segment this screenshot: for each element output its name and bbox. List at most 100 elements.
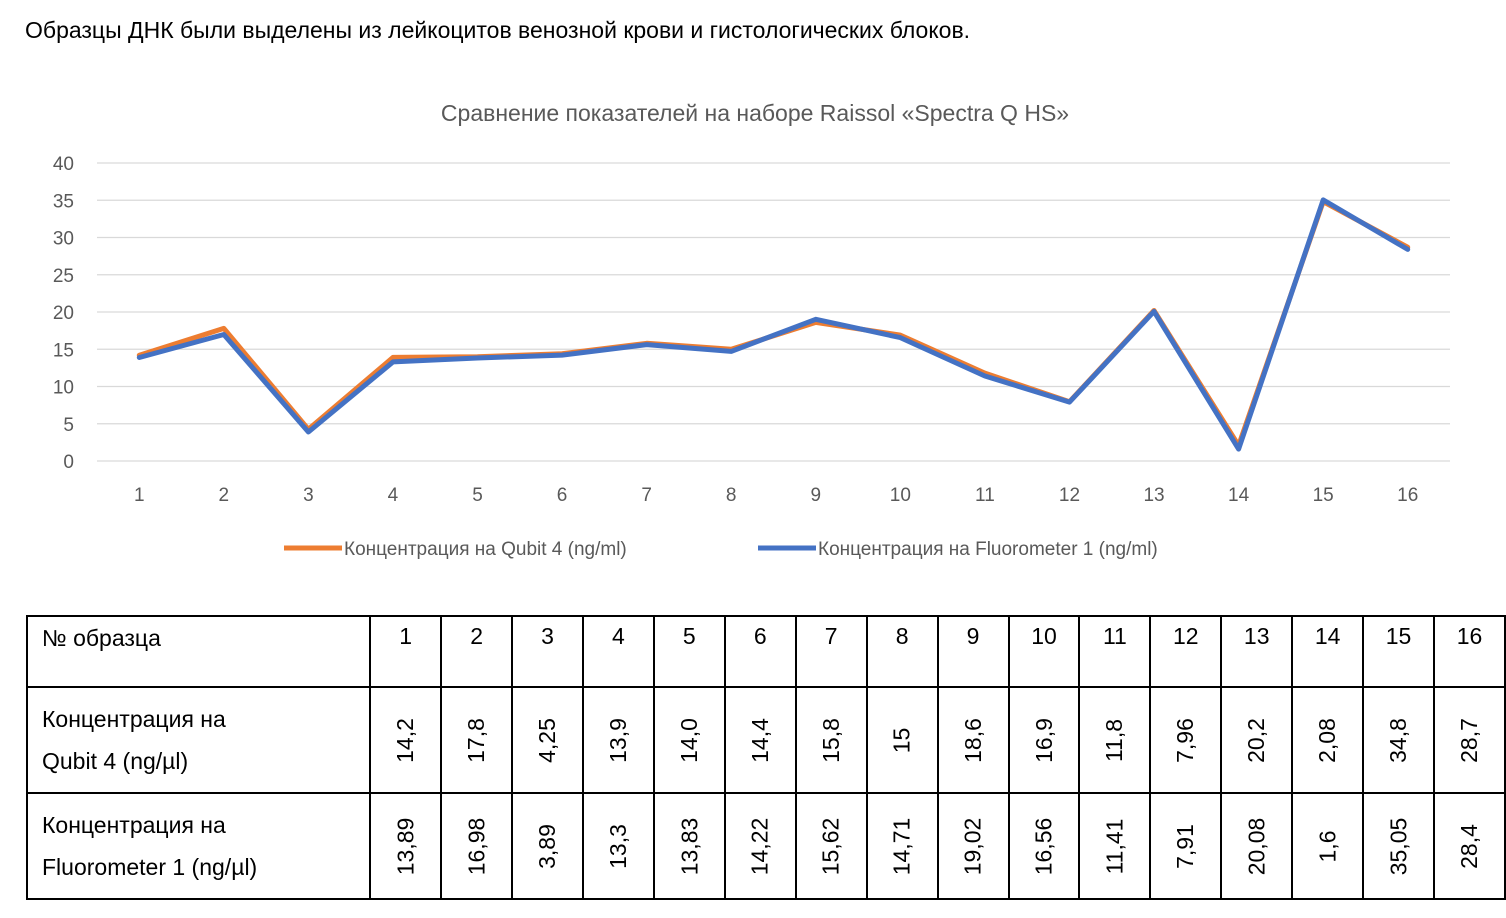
row-label-line: Концентрация на [42, 706, 226, 732]
cell-value: 13,83 [675, 817, 702, 875]
cell-value: 14,4 [746, 717, 773, 763]
table-cell: 28,7 [1433, 686, 1506, 794]
table-cell: 20,2 [1220, 686, 1294, 794]
row-label-line: Концентрация на [42, 812, 226, 838]
x-axis-ticks: 1 2 3 4 5 6 7 8 9 10 11 12 13 14 15 16 [134, 485, 1418, 506]
cell-value: 4,25 [534, 717, 561, 763]
table-cell: 19,02 [936, 792, 1010, 900]
table-cell: 7,96 [1149, 686, 1223, 794]
x-tick-label: 13 [1143, 485, 1164, 506]
table-cell: 16,98 [440, 792, 514, 900]
chart-title: Сравнение показателей на наборе Raissol … [441, 100, 1069, 126]
x-tick-label: 6 [557, 485, 568, 506]
table-header-cell: 13 [1220, 615, 1294, 688]
cell-value: 3,89 [534, 823, 561, 869]
cell-value: 19,02 [959, 817, 986, 875]
series-2 [136, 197, 1411, 452]
cell-value: 20,2 [1243, 717, 1270, 763]
cell-value: 1,6 [1314, 830, 1341, 862]
x-tick-label: 3 [303, 485, 314, 506]
cell-value: 34,8 [1385, 717, 1412, 763]
table-header-cell: 7 [794, 615, 868, 688]
cell-value: 7,96 [1172, 717, 1199, 763]
cell-value: 11,41 [1101, 818, 1128, 874]
table-row: Концентрация на Fluorometer 1 (ng/µl) 13,8… [25, 792, 1506, 900]
table-header-cell: 14 [1291, 615, 1365, 688]
cell-value: 28,7 [1455, 717, 1482, 763]
table-header-cell: 9 [936, 615, 1010, 688]
cell-value: 14,22 [746, 817, 773, 875]
cell-value: 14,2 [392, 717, 419, 763]
legend-label: Концентрация на Fluorometer 1 (ng/ml) [818, 539, 1158, 560]
table-cell: 13,3 [581, 792, 655, 900]
y-tick-label: 10 [53, 378, 74, 399]
table-cell: 14,0 [652, 686, 726, 794]
cell-value: 35,05 [1385, 817, 1412, 875]
table-cell: 14,2 [369, 686, 443, 794]
y-tick-label: 5 [63, 415, 74, 436]
row-label-line: Fluorometer 1 (ng/µl) [42, 854, 258, 880]
cell-value: 13,89 [392, 817, 419, 875]
table-cell: 11,41 [1078, 792, 1152, 900]
chart-series [136, 197, 1411, 452]
x-tick-label: 16 [1397, 485, 1418, 506]
cell-value: 20,08 [1243, 817, 1270, 875]
y-tick-label: 30 [53, 229, 74, 250]
cell-value: 15 [888, 727, 915, 753]
table-cell: 16,9 [1007, 686, 1081, 794]
table-cell: 2,08 [1291, 686, 1365, 794]
cell-value: 17,8 [463, 717, 490, 763]
table-header-cell: 2 [440, 615, 514, 688]
table-cell: 13,89 [369, 792, 443, 900]
series-line [136, 197, 1411, 452]
x-tick-label: 11 [975, 485, 995, 506]
table-header-row: № образца 1 2 3 4 5 6 7 8 9 10 11 12 13 14 15 16 [25, 615, 1506, 688]
legend-label: Концентрация на Qubit 4 (ng/ml) [344, 539, 627, 560]
table-row: Концентрация на Qubit 4 (ng/µl) 14,2 17,8 4,… [25, 686, 1506, 794]
table-cell: 13,83 [652, 792, 726, 900]
table-header-cell: 1 [369, 615, 443, 688]
x-tick-label: 2 [219, 485, 230, 506]
table-header-cell: 6 [723, 615, 797, 688]
table-cell: 11,8 [1078, 686, 1152, 794]
cell-value: 18,6 [959, 717, 986, 763]
x-tick-label: 8 [726, 485, 737, 506]
cell-value: 28,4 [1455, 823, 1482, 869]
x-tick-label: 15 [1313, 485, 1334, 506]
y-axis-ticks: 0 5 10 15 20 25 30 35 40 [53, 154, 74, 473]
cell-value: 14,0 [675, 717, 702, 763]
x-tick-label: 10 [890, 485, 911, 506]
x-tick-label: 9 [810, 485, 821, 506]
table-header-cell: 12 [1149, 615, 1223, 688]
y-tick-label: 20 [53, 303, 74, 324]
table-cell: 17,8 [440, 686, 514, 794]
table-header-cell: 15 [1362, 615, 1435, 688]
table-header-cell: 3 [511, 615, 584, 688]
cell-value: 14,71 [888, 817, 915, 875]
table-cell: 4,25 [511, 686, 584, 794]
line-chart: Сравнение показателей на наборе Raissol … [53, 100, 1450, 560]
cell-value: 15,62 [817, 817, 844, 875]
table-header-cell: 10 [1007, 615, 1081, 688]
table-cell: 34,8 [1362, 686, 1435, 794]
row-label-line: Qubit 4 (ng/µl) [42, 748, 189, 774]
table-row-label: Концентрация на Fluorometer 1 (ng/µl) [25, 792, 372, 900]
table-header-cell: 16 [1433, 615, 1506, 688]
cell-value: 16,98 [463, 817, 490, 875]
table-header-label: № образца [25, 615, 372, 688]
y-tick-label: 0 [63, 452, 74, 473]
cell-value: 16,9 [1030, 717, 1057, 763]
table-header-cell: 5 [652, 615, 726, 688]
table-cell: 13,9 [581, 686, 655, 794]
cell-value: 11,8 [1101, 718, 1128, 762]
chart-gridlines [97, 162, 1450, 462]
table-header-cell: 11 [1078, 615, 1152, 688]
x-tick-label: 5 [472, 485, 483, 506]
y-tick-label: 25 [53, 266, 74, 287]
table-cell: 14,71 [865, 792, 939, 900]
x-tick-label: 4 [388, 485, 399, 506]
table-cell: 15,8 [794, 686, 868, 794]
x-tick-label: 14 [1228, 485, 1250, 506]
cell-value: 2,08 [1314, 717, 1341, 763]
table-cell: 14,22 [723, 792, 797, 900]
